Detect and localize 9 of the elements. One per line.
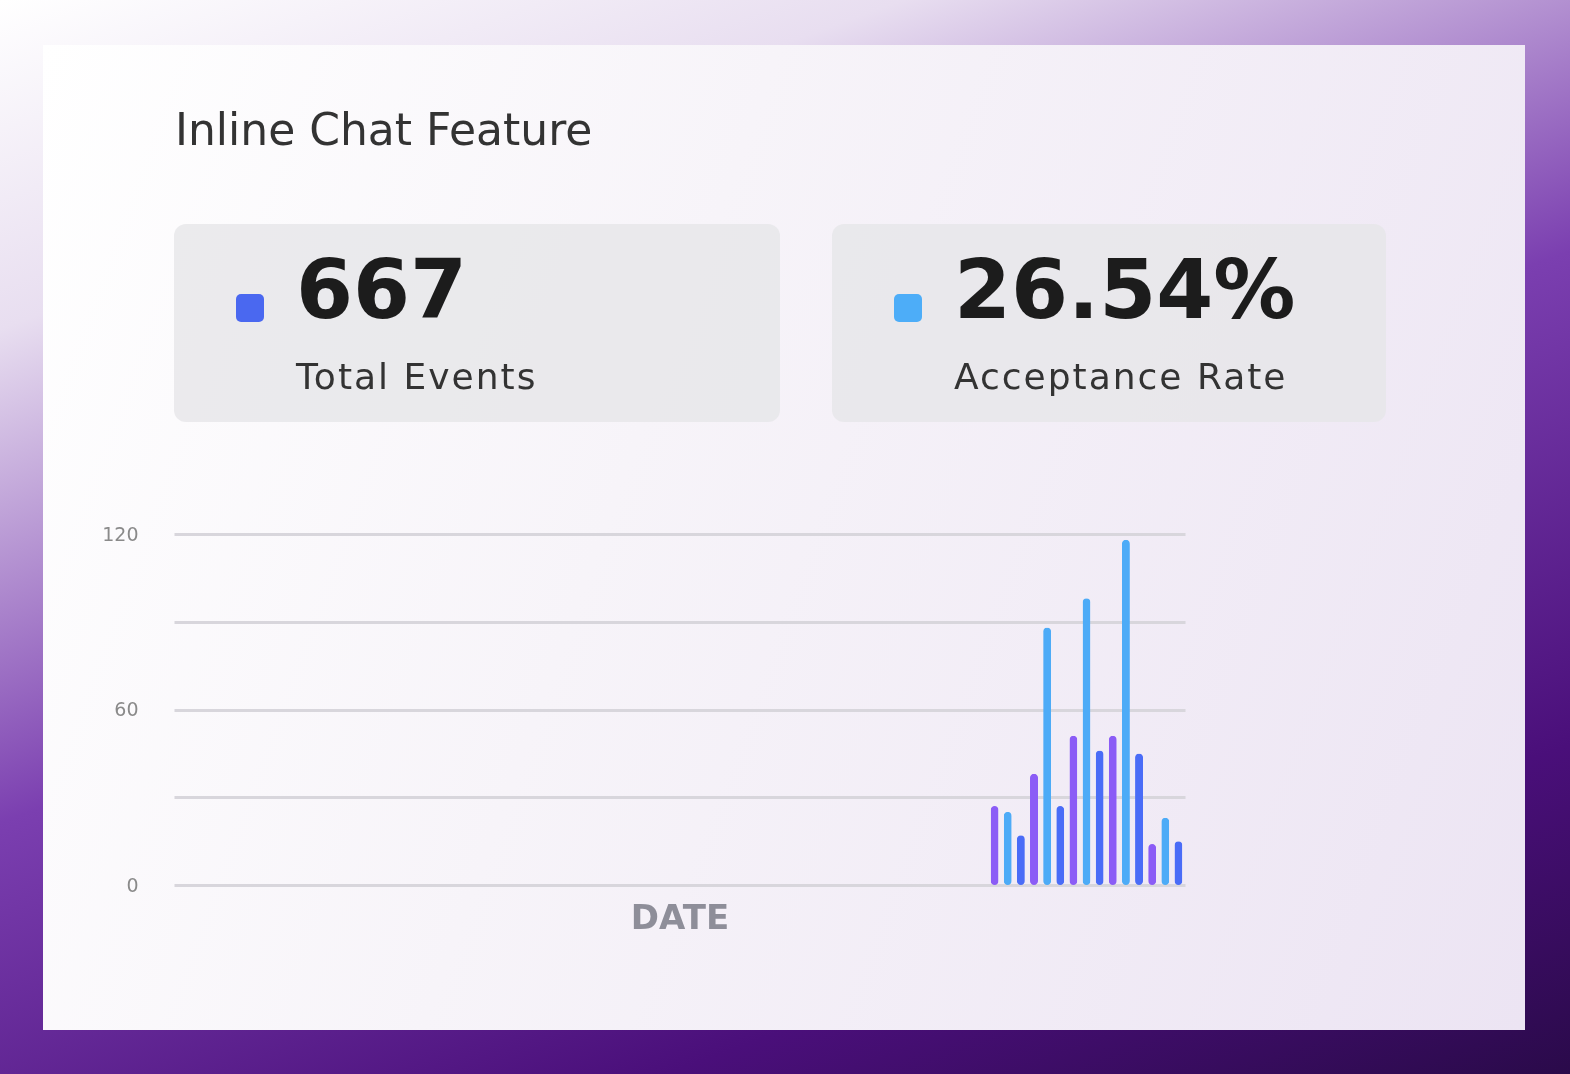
y-tick-label: 0 xyxy=(126,873,139,896)
data-label: 667 xyxy=(296,242,468,337)
x-axis-title: DATE xyxy=(630,896,730,937)
text: Inline Chat Feature xyxy=(175,104,593,155)
y-tick-label: 60 xyxy=(114,698,139,720)
category-label: Total Events xyxy=(296,356,538,397)
y-tick-label: 120 xyxy=(102,522,139,545)
data-label: 26.54% xyxy=(954,242,1296,337)
category-label: Acceptance Rate xyxy=(954,356,1288,397)
